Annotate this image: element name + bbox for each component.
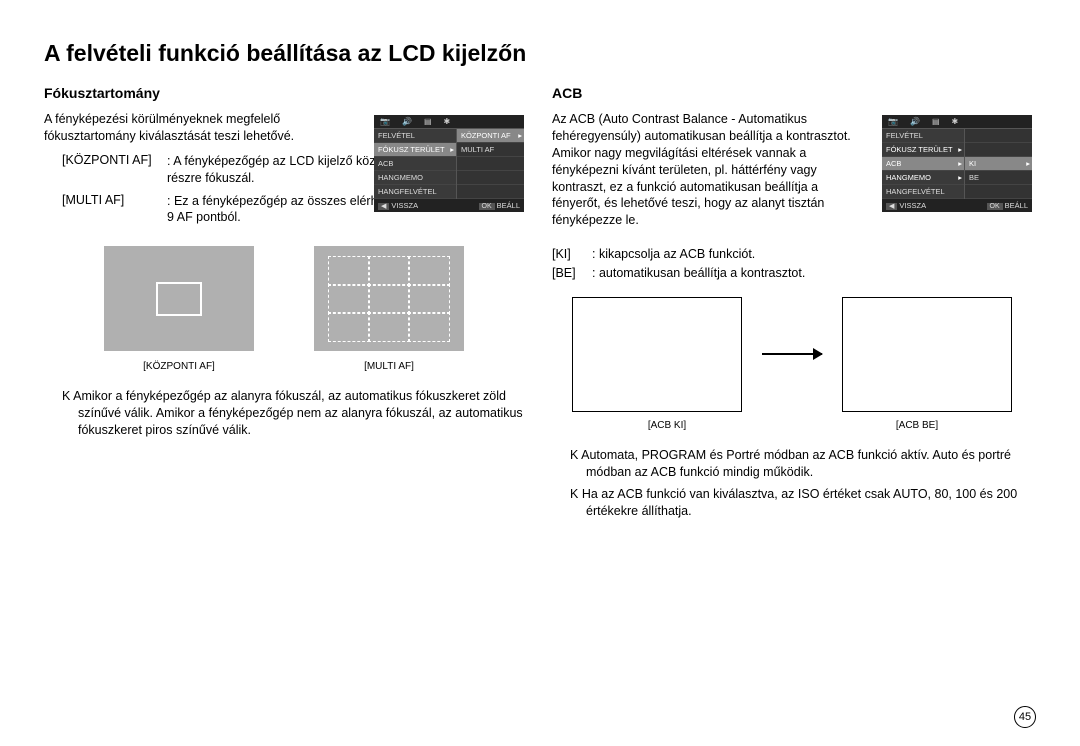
menu-row-selected: ACB	[882, 157, 964, 171]
menu-value-empty	[965, 143, 1032, 157]
tab-sound-icon: 🔊	[396, 117, 418, 126]
footer-back: VISSZA	[391, 201, 418, 210]
menu-value-selected: KÖZPONTI AF	[457, 129, 524, 143]
menu-row: HANGMEMO	[882, 171, 964, 185]
tab-setup-icon: ✱	[946, 117, 965, 126]
tab-setup-icon: ✱	[438, 117, 457, 126]
menu-value-empty	[457, 157, 524, 171]
page-number: 45	[1014, 706, 1036, 728]
focus-menu-screenshot: 📷 🔊 ▤ ✱ FELVÉTEL FÓKUSZ TERÜLET ACB HANG…	[374, 115, 524, 212]
cam-tabs: 📷 🔊 ▤ ✱	[882, 115, 1032, 129]
acb-on-illustration	[842, 297, 1012, 412]
arrow-right-icon	[762, 353, 822, 355]
menu-row: FELVÉTEL	[374, 129, 456, 143]
center-af-illustration	[104, 246, 254, 351]
acb-val-off: : kikapcsolja az ACB funkciót.	[592, 245, 1032, 264]
menu-value-empty	[965, 185, 1032, 199]
menu-row: HANGMEMO	[374, 171, 456, 185]
acb-note-2: K Ha az ACB funkció van kiválasztva, az …	[552, 486, 1032, 520]
focus-range-section: Fókusztartomány A fényképezési körülmény…	[44, 85, 524, 526]
menu-value-empty	[965, 129, 1032, 143]
multi-af-illustration	[314, 246, 464, 351]
menu-value: MULTI AF	[457, 143, 524, 157]
menu-row: FÓKUSZ TERÜLET	[882, 143, 964, 157]
tab-camera-icon: 📷	[374, 117, 396, 126]
caption-acb-on: [ACB BE]	[832, 420, 1002, 431]
menu-row: HANGFELVÉTEL	[374, 185, 456, 199]
acb-intro: Az ACB (Auto Contrast Balance - Automati…	[552, 111, 862, 229]
menu-row: FELVÉTEL	[882, 129, 964, 143]
caption-multi-af: [MULTI AF]	[314, 361, 464, 372]
menu-value-selected: KI	[965, 157, 1032, 171]
menu-value: BE	[965, 171, 1032, 185]
tab-sound-icon: 🔊	[904, 117, 926, 126]
ok-icon: OK	[987, 203, 1003, 210]
focus-intro: A fényképezési körülményeknek megfelelő …	[44, 111, 354, 145]
caption-acb-off: [ACB KI]	[582, 420, 752, 431]
acb-heading: ACB	[552, 85, 1032, 101]
acb-val-on: : automatikusan beállítja a kontrasztot.	[592, 264, 1032, 283]
footer-ok: BEÁLL	[1005, 201, 1028, 210]
menu-row: HANGFELVÉTEL	[882, 185, 964, 199]
acb-key-on: [BE]	[552, 264, 592, 283]
menu-row-selected: FÓKUSZ TERÜLET	[374, 143, 456, 157]
back-arrow-icon: ◀	[378, 203, 389, 210]
caption-center-af: [KÖZPONTI AF]	[104, 361, 254, 372]
focus-heading: Fókusztartomány	[44, 85, 524, 101]
menu-value-empty	[457, 185, 524, 199]
tab-camera-icon: 📷	[882, 117, 904, 126]
def-key-center: [KÖZPONTI AF]	[62, 153, 167, 187]
footer-ok: BEÁLL	[497, 201, 520, 210]
tab-display-icon: ▤	[926, 117, 946, 126]
back-arrow-icon: ◀	[886, 203, 897, 210]
menu-value-empty	[457, 171, 524, 185]
acb-note-1: K Automata, PROGRAM és Portré módban az …	[552, 447, 1032, 481]
acb-menu-screenshot: 📷 🔊 ▤ ✱ FELVÉTEL FÓKUSZ TERÜLET ACB HANG…	[882, 115, 1032, 212]
acb-off-illustration	[572, 297, 742, 412]
def-key-multi: [MULTI AF]	[62, 193, 167, 227]
focus-note: K Amikor a fényképezőgép az alanyra fóku…	[44, 388, 524, 439]
acb-key-off: [KI]	[552, 245, 592, 264]
page-title: A felvételi funkció beállítása az LCD ki…	[44, 40, 1036, 67]
tab-display-icon: ▤	[418, 117, 438, 126]
cam-tabs: 📷 🔊 ▤ ✱	[374, 115, 524, 129]
menu-row: ACB	[374, 157, 456, 171]
acb-options: [KI] : kikapcsolja az ACB funkciót. [BE]…	[552, 245, 1032, 283]
ok-icon: OK	[479, 203, 495, 210]
footer-back: VISSZA	[899, 201, 926, 210]
acb-section: ACB Az ACB (Auto Contrast Balance - Auto…	[552, 85, 1032, 526]
